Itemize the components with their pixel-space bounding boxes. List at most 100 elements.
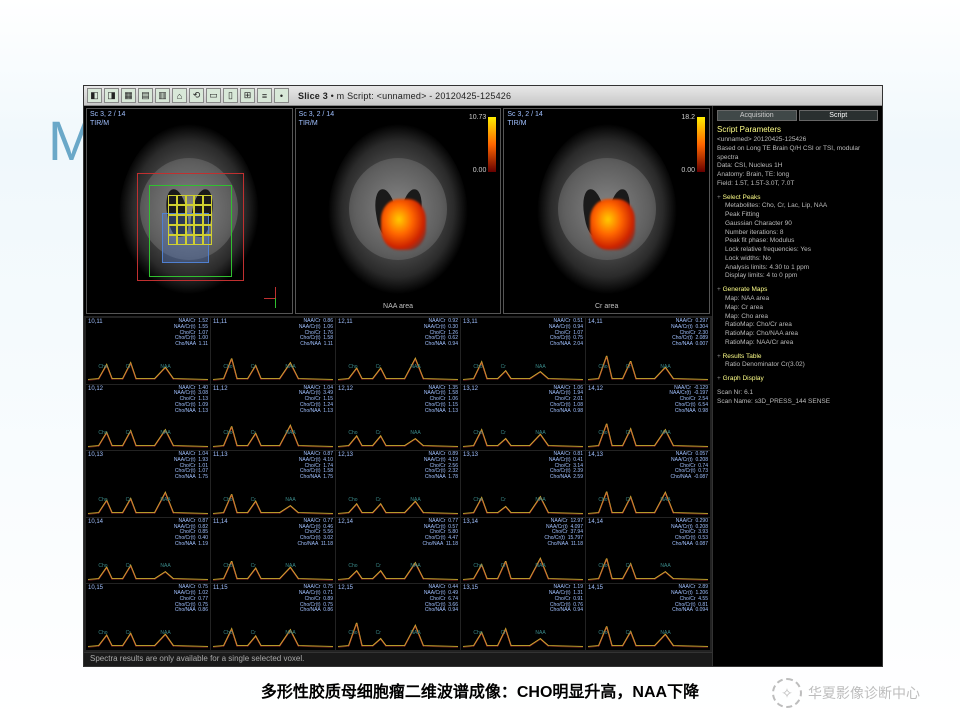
spectrum-voxel[interactable]: 12,15 NAA/Cr 0.44 NAA/Cr(t) 0.49 Cho/Cr … [336,584,460,650]
toolbar-button-8[interactable]: ▯ [223,88,238,103]
voxel-id: 12,13 [338,452,353,458]
panel-id: Sc 3, 2 / 14 [299,111,334,118]
spectrum-voxel[interactable]: 10,13 NAA/Cr 1.04 NAA/Cr(t) 1.93 Cho/Cr … [86,451,210,517]
voxel-metrics: NAA/Cr 12.97 NAA/Cr(t) 4.097 Cho/Cr 37.9… [544,519,583,548]
section-line: Display limits: 4 to 0 ppm [717,272,878,281]
voxel-id: 14,14 [588,519,603,525]
panel-caption: NAA area [383,303,413,310]
voxel-metrics: NAA/Cr 0.87 NAA/Cr(t) 0.82 Cho/Cr 0.85 C… [174,519,208,548]
footer-line: Scan Nr: 6.1 [717,389,878,398]
toolbar-button-3[interactable]: ▤ [138,88,153,103]
spectrum-voxel[interactable]: 13,12 NAA/Cr 1.06 NAA/Cr(t) 1.94 Cho/Cr … [461,385,585,451]
brain-panel-2[interactable]: Sc 3, 2 / 14 TIR/M 18.2 0.00Cr area [503,108,710,314]
voxel-id: 11,15 [213,585,228,591]
panel-caption: Cr area [595,303,618,310]
spectrum-voxel[interactable]: 12,11 NAA/Cr 0.92 NAA/Cr(t) 0.30 Cho/Cr … [336,318,460,384]
section-line: Peak Fitting [717,211,878,220]
spectrum-voxel[interactable]: 10,11 NAA/Cr 1.52 NAA/Cr(t) 1.55 Cho/Cr … [86,318,210,384]
section-line: Ratio Denominator Cr(3.02) [717,361,878,370]
spectrum-voxel[interactable]: 13,11 NAA/Cr 0.51 NAA/Cr(t) 0.94 Cho/Cr … [461,318,585,384]
spectrum-voxel[interactable]: 12,12 NAA/Cr 1.35 NAA/Cr(t) 1.58 Cho/Cr … [336,385,460,451]
toolbar-button-2[interactable]: ▦ [121,88,136,103]
spectrum-voxel[interactable]: 13,15 NAA/Cr 1.19 NAA/Cr(t) 1.31 Cho/Cr … [461,584,585,650]
voxel-id: 13,15 [463,585,478,591]
section-line: RatioMap: Cho/Cr area [717,321,878,330]
section-line: Metabolites: Cho, Cr, Lac, Lip, NAA [717,202,878,211]
spectrum-voxel[interactable]: 14,12 NAA/Cr -0.129 NAA/Cr(t) -0.197 Cho… [586,385,710,451]
toolbar: ◧◨▦▤▥⌂⟲▭▯⊞≡• [84,88,292,103]
colorbar-min: 0.00 [473,167,487,174]
spectrum-voxel[interactable]: 11,11 NAA/Cr 0.86 NAA/Cr(t) 1.06 Cho/Cr … [211,318,335,384]
brain-panel-0[interactable]: Sc 3, 2 / 14 TIR/M [86,108,293,314]
spectrum-voxel[interactable]: 14,11 NAA/Cr 0.297 NAA/Cr(t) 0.304 Cho/C… [586,318,710,384]
toolbar-button-10[interactable]: ≡ [257,88,272,103]
spectrum-voxel[interactable]: 14,14 NAA/Cr 0.290 NAA/Cr(t) 0.208 Cho/C… [586,518,710,584]
section-line: Map: Cr area [717,304,878,313]
toolbar-button-11[interactable]: • [274,88,289,103]
voxel-metrics: NAA/Cr 0.51 NAA/Cr(t) 0.94 Cho/Cr 1.07 C… [549,319,583,348]
voxel-metrics: NAA/Cr 0.44 NAA/Cr(t) 0.49 Cho/Cr 6.74 C… [424,585,458,614]
voxel-metrics: NAA/Cr 1.35 NAA/Cr(t) 1.58 Cho/Cr 1.06 C… [424,386,458,415]
section-title: Select Peaks [717,194,878,203]
spectrum-voxel[interactable]: 11,12 NAA/Cr 1.04 NAA/Cr(t) 3.49 Cho/Cr … [211,385,335,451]
voxel-metrics: NAA/Cr -0.129 NAA/Cr(t) -0.197 Cho/Cr 2.… [669,386,708,415]
spectrum-voxel[interactable]: 14,15 NAA/Cr 2.89 NAA/Cr(t) 1.206 Cho/Cr… [586,584,710,650]
footer-line: Scan Name: s3D_PRESS_144 SENSE [717,398,878,407]
spectrum-voxel[interactable]: 14,13 NAA/Cr 0.057 NAA/Cr(t) 0.208 Cho/C… [586,451,710,517]
section-line: Lock relative frequencies: Yes [717,246,878,255]
script-intro-line: Based on Long TE Brain Q/H CSI or TSI, m… [717,145,878,163]
colorbar-max: 18.2 [681,114,695,121]
spectrum-voxel[interactable]: 10,15 NAA/Cr 0.75 NAA/Cr(t) 1.02 Cho/Cr … [86,584,210,650]
toolbar-button-6[interactable]: ⟲ [189,88,204,103]
spectroscopy-app-window: ◧◨▦▤▥⌂⟲▭▯⊞≡• Slice 3 • m Script: <unname… [83,85,883,667]
spectrum-voxel[interactable]: 13,14 NAA/Cr 12.97 NAA/Cr(t) 4.097 Cho/C… [461,518,585,584]
voxel-id: 11,13 [213,452,228,458]
voxel-id: 14,15 [588,585,603,591]
script-intro-line: <unnamed> 20120425-125426 [717,136,878,145]
toolbar-button-0[interactable]: ◧ [87,88,102,103]
toolbar-button-7[interactable]: ▭ [206,88,221,103]
panel-seq: TIR/M [299,120,318,127]
voxel-metrics: NAA/Cr 1.52 NAA/Cr(t) 1.55 Cho/Cr 1.07 C… [174,319,208,348]
colorbar [488,117,496,172]
spectrum-voxel[interactable]: 11,13 NAA/Cr 0.87 NAA/Cr(t) 4.10 Cho/Cr … [211,451,335,517]
voxel-id: 10,11 [88,319,103,325]
voxel-metrics: NAA/Cr 0.75 NAA/Cr(t) 1.02 Cho/Cr 0.77 C… [174,585,208,614]
watermark: ✧ 华夏影像诊断中心 [772,678,920,708]
voxel-id: 13,12 [463,386,478,392]
voxel-metrics: NAA/Cr 0.75 NAA/Cr(t) 0.71 Cho/Cr 0.89 C… [299,585,333,614]
spectrum-voxel[interactable]: 13,13 NAA/Cr 0.81 NAA/Cr(t) 0.41 Cho/Cr … [461,451,585,517]
spectrum-voxel[interactable]: 11,15 NAA/Cr 0.75 NAA/Cr(t) 0.71 Cho/Cr … [211,584,335,650]
titlebar: ◧◨▦▤▥⌂⟲▭▯⊞≡• Slice 3 • m Script: <unname… [84,86,882,106]
voxel-metrics: NAA/Cr 0.81 NAA/Cr(t) 0.41 Cho/Cr 3.14 C… [549,452,583,481]
panel-tab-acquisition[interactable]: Acquisition [717,110,797,121]
voxel-metrics: NAA/Cr 0.87 NAA/Cr(t) 4.10 Cho/Cr 1.74 C… [299,452,333,481]
spectrum-voxel[interactable]: 12,13 NAA/Cr 0.89 NAA/Cr(t) 4.19 Cho/Cr … [336,451,460,517]
panel-seq: TIR/M [90,120,109,127]
brain-panel-1[interactable]: Sc 3, 2 / 14 TIR/M 10.73 0.00 NAA area [295,108,502,314]
title-rest: • m Script: <unnamed> - 20120425-125426 [328,91,511,101]
script-intro-line: Anatomy: Brain, TE: long [717,171,878,180]
section-line: Number iterations: 8 [717,229,878,238]
spectrum-voxel[interactable]: 12,14 NAA/Cr 0.77 NAA/Cr(t) 0.57 Cho/Cr … [336,518,460,584]
voxel-id: 14,12 [588,386,603,392]
voxel-id: 13,11 [463,319,478,325]
spectrum-voxel[interactable]: 10,12 NAA/Cr 1.40 NAA/Cr(t) 3.08 Cho/Cr … [86,385,210,451]
toolbar-button-9[interactable]: ⊞ [240,88,255,103]
spectrum-voxel[interactable]: 10,14 NAA/Cr 0.87 NAA/Cr(t) 0.82 Cho/Cr … [86,518,210,584]
brain-image-row: Sc 3, 2 / 14 TIR/M Sc 3, 2 / 14 TIR/M 10… [84,106,712,316]
toolbar-button-1[interactable]: ◨ [104,88,119,103]
toolbar-button-4[interactable]: ▥ [155,88,170,103]
toolbar-button-5[interactable]: ⌂ [172,88,187,103]
voxel-metrics: NAA/Cr 0.77 NAA/Cr(t) 0.46 Cho/Cr 5.56 C… [298,519,334,548]
spectrum-voxel[interactable]: 11,14 NAA/Cr 0.77 NAA/Cr(t) 0.46 Cho/Cr … [211,518,335,584]
colorbar-max: 10.73 [469,114,487,121]
voxel-metrics: NAA/Cr 1.04 NAA/Cr(t) 1.93 Cho/Cr 1.01 C… [174,452,208,481]
panel-tab-script[interactable]: Script [799,110,879,121]
title-slice: Slice 3 [298,91,328,101]
script-intro-line: Field: 1.5T, 1.5T-3.0T, 7.0T [717,180,878,189]
voxel-id: 14,13 [588,452,603,458]
voxel-metrics: NAA/Cr 0.290 NAA/Cr(t) 0.208 Cho/Cr 3.93… [671,519,708,548]
panel-id: Sc 3, 2 / 14 [507,111,542,118]
voxel-id: 12,11 [338,319,353,325]
